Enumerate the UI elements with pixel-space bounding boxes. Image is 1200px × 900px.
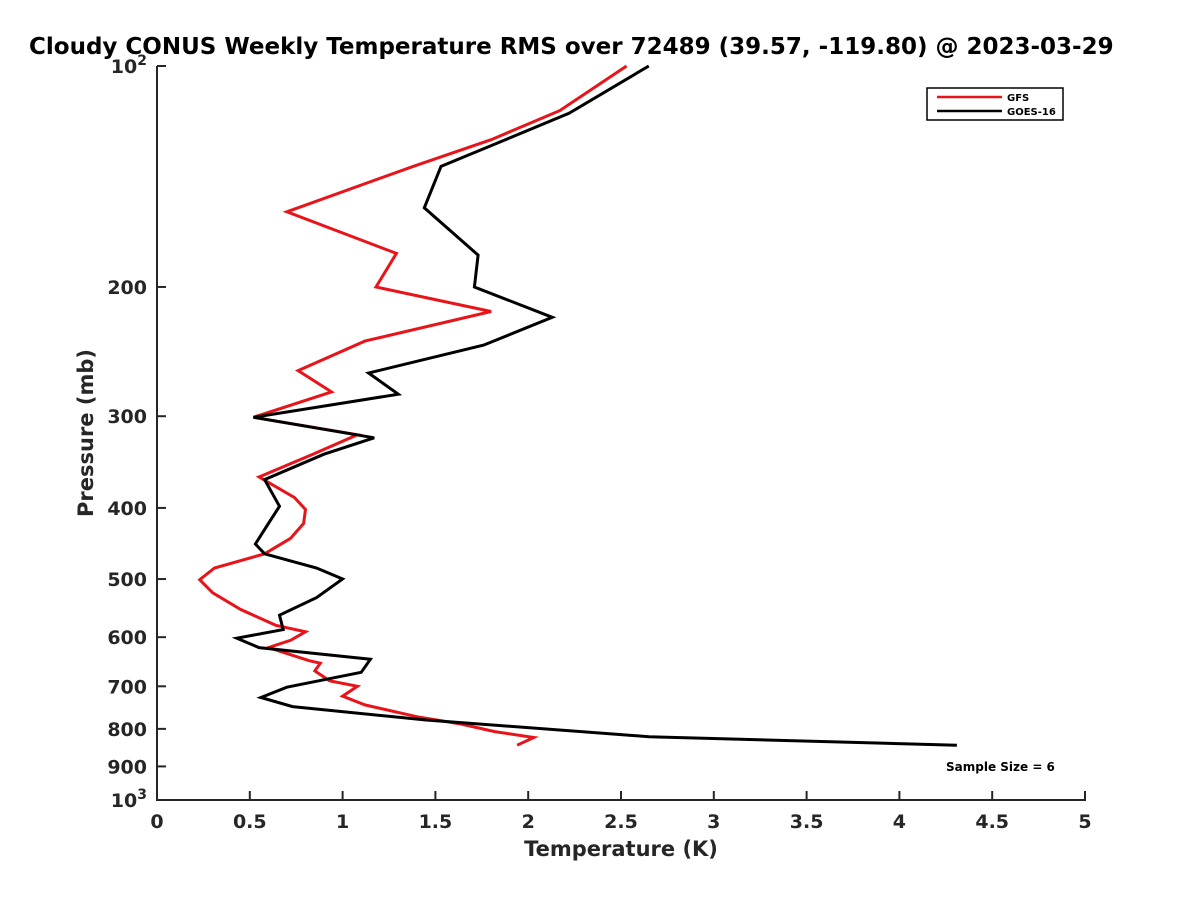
x-axis-label: Temperature (K) <box>524 837 718 861</box>
y-tick-label: 103 <box>111 787 147 812</box>
y-tick-label: 900 <box>107 756 147 778</box>
sample-size-annotation: Sample Size = 6 <box>946 760 1055 774</box>
legend-box <box>926 87 1064 121</box>
x-tick-label: 2.5 <box>604 811 638 833</box>
series-line-1 <box>231 64 957 747</box>
legend-label-gfs: GFS <box>1007 93 1029 104</box>
y-tick-label: 400 <box>107 498 147 520</box>
x-axis-ticks: 0 0.5 1 1.5 2 2.5 3 3.5 4 4.5 5 <box>150 791 1092 833</box>
x-tick-label: 5 <box>1078 811 1091 833</box>
y-tick-label: 500 <box>107 569 147 591</box>
x-tick-label: 3.5 <box>790 811 824 833</box>
legend: GFS GOES-16 <box>926 87 1064 121</box>
y-axis-label: Pressure (mb) <box>74 349 98 517</box>
series-layer <box>197 64 957 747</box>
y-tick-label: 200 <box>107 277 147 299</box>
y-axis-ticks: 102 200 300 400 500 600 700 800 900 103 <box>107 53 166 812</box>
plot-background <box>157 66 1085 800</box>
y-tick-label: 300 <box>107 406 147 428</box>
y-tick-label: 600 <box>107 627 147 649</box>
x-tick-label: 1 <box>336 811 349 833</box>
plot-area: 0 0.5 1 1.5 2 2.5 3 3.5 4 4.5 5 102 200 300 400 500 600… <box>107 53 1091 833</box>
x-tick-label: 0 <box>150 811 163 833</box>
x-tick-label: 3 <box>707 811 720 833</box>
x-tick-label: 4 <box>893 811 906 833</box>
legend-label-goes16: GOES-16 <box>1007 107 1056 118</box>
chart-title: Cloudy CONUS Weekly Temperature RMS over… <box>29 34 1114 60</box>
x-tick-label: 2 <box>522 811 535 833</box>
x-tick-label: 1.5 <box>419 811 453 833</box>
x-tick-label: 0.5 <box>233 811 267 833</box>
y-tick-label: 102 <box>111 53 147 78</box>
y-tick-label: 800 <box>107 719 147 741</box>
y-tick-label: 700 <box>107 676 147 698</box>
x-tick-label: 4.5 <box>975 811 1009 833</box>
series-line-0 <box>197 64 628 747</box>
